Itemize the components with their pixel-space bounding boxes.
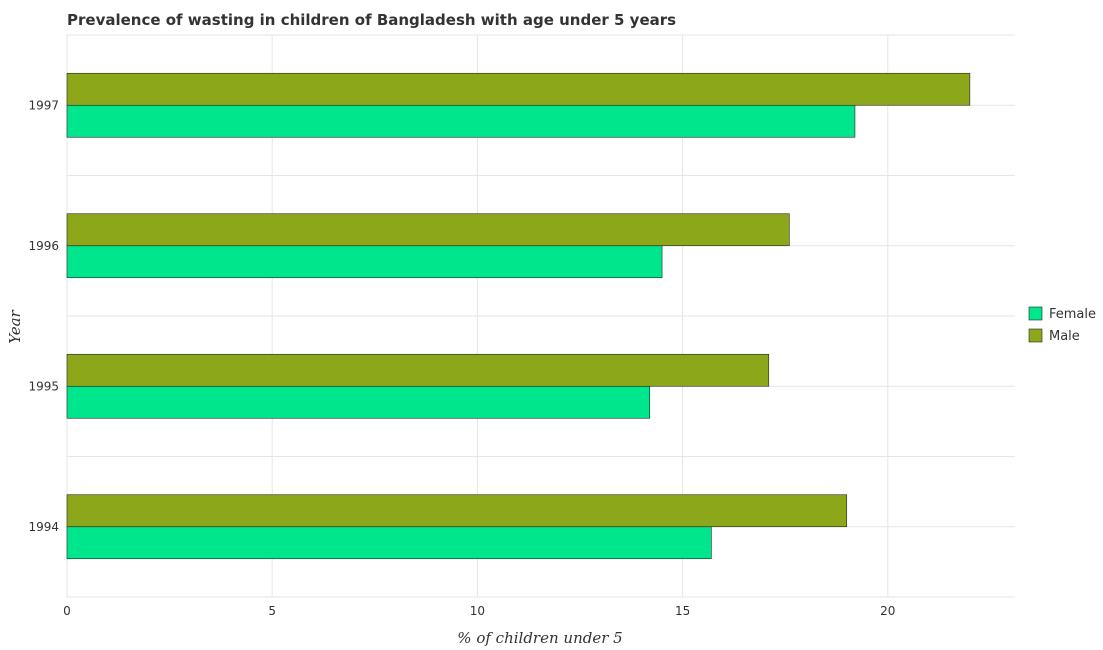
x-tick-label: 5 (268, 604, 276, 618)
x-axis-ticks: 0 5 10 15 20 (63, 604, 895, 618)
y-tick-label: 1996 (28, 239, 59, 253)
legend-label-male: Male (1049, 329, 1080, 344)
x-tick-label: 10 (470, 604, 485, 618)
bar-female-1995 (67, 386, 650, 418)
x-tick-label: 20 (880, 604, 895, 618)
y-axis-ticks: 1994 1995 1996 1997 (28, 98, 59, 534)
y-tick-label: 1997 (28, 98, 59, 112)
bar-male-1994 (67, 495, 847, 527)
chart-title: Prevalence of wasting in children of Ban… (67, 11, 676, 29)
x-tick-label: 15 (675, 604, 690, 618)
y-axis-label: Year (6, 309, 24, 343)
legend-label-female: Female (1049, 307, 1096, 322)
legend: Female Male (1029, 307, 1096, 344)
legend-swatch-male (1029, 329, 1042, 342)
y-tick-label: 1995 (28, 379, 59, 393)
bar-male-1996 (67, 214, 789, 246)
y-tick-label: 1994 (28, 520, 59, 534)
x-tick-label: 0 (63, 604, 71, 618)
bar-male-1997 (67, 73, 970, 105)
x-axis-label: % of children under 5 (457, 629, 622, 647)
bar-male-1995 (67, 354, 769, 386)
bar-female-1996 (67, 246, 662, 278)
legend-swatch-female (1029, 307, 1042, 320)
bar-female-1997 (67, 105, 855, 137)
bar-female-1994 (67, 527, 711, 559)
